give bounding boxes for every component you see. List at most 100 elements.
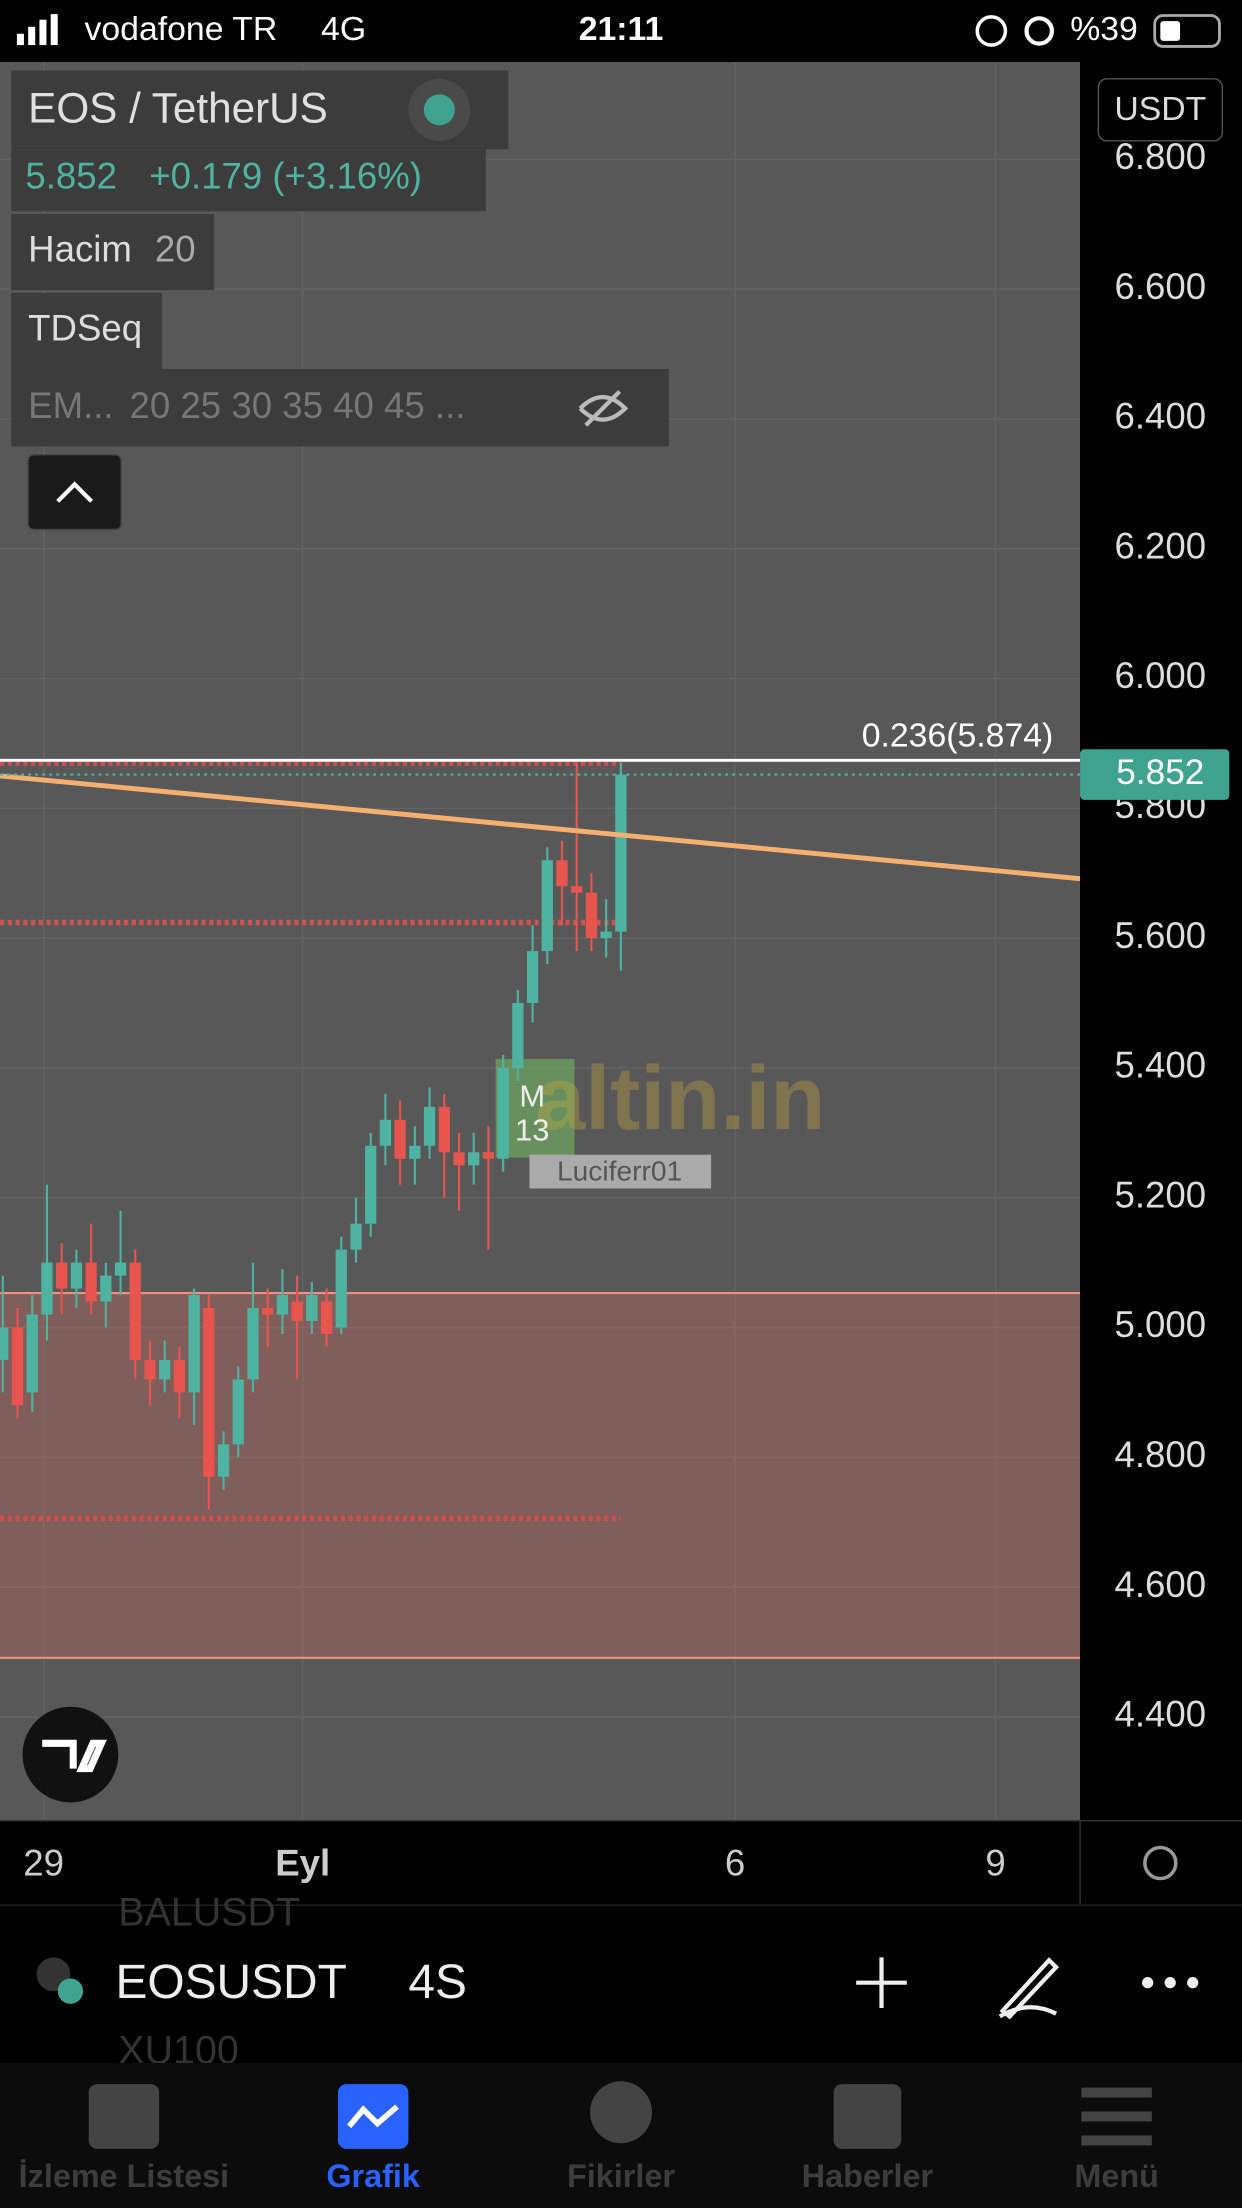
candle-body	[482, 1152, 495, 1159]
last-price-label: 5.852	[1116, 753, 1204, 792]
candle-body	[100, 1275, 112, 1302]
toolbar-symbol[interactable]: EOSUSDT	[115, 1956, 346, 2009]
candle-body	[438, 1106, 450, 1153]
y-tick-label: 4.400	[1115, 1694, 1207, 1735]
candle-body	[379, 1119, 392, 1146]
x-tick-label: 6	[725, 1842, 745, 1883]
draw-button[interactable]	[998, 1957, 1060, 2020]
x-tick-label: 9	[985, 1842, 1005, 1883]
y-tick-label: 5.200	[1115, 1174, 1207, 1215]
collapse-button[interactable]	[27, 454, 122, 531]
candle-body	[556, 860, 568, 887]
tab-label[interactable]: Fikirler	[567, 2158, 675, 2194]
tab-label[interactable]: Menü	[1074, 2158, 1159, 2194]
tab-label[interactable]: Grafik	[326, 2158, 421, 2194]
y-tick-label: 4.800	[1115, 1434, 1207, 1475]
ema-params: 20 25 30 35 40 45 ...	[130, 385, 466, 426]
chart-background	[0, 61, 1081, 1821]
candle-body	[306, 1295, 318, 1322]
y-tick-label: 5.000	[1115, 1304, 1207, 1345]
watermark-line: M	[519, 1079, 545, 1114]
candle-body	[203, 1308, 215, 1477]
candle-body	[247, 1308, 259, 1380]
candle-body	[541, 860, 553, 952]
y-tick-label: 6.800	[1115, 136, 1207, 177]
candle-body	[85, 1262, 97, 1302]
symbol-title: EOS / TetherUS	[28, 84, 328, 131]
candle-body	[600, 931, 612, 939]
candle-body	[453, 1152, 465, 1166]
candle-body	[615, 774, 627, 932]
candle-body	[497, 1067, 509, 1159]
zone	[0, 1293, 1081, 1658]
candle-body	[320, 1301, 333, 1335]
candle-body	[350, 1223, 362, 1250]
candle-body	[526, 951, 539, 1004]
network: 4G	[321, 10, 366, 48]
user-tag-bg	[529, 1154, 712, 1189]
carrier: vodafone TR	[84, 10, 277, 48]
watermark-site: altin.in	[535, 1048, 825, 1149]
candle-body	[585, 892, 598, 939]
last-price-tag	[1080, 749, 1230, 800]
price-axis	[1080, 61, 1242, 1821]
trendline	[0, 773, 1081, 882]
toolbar-interval[interactable]: 4S	[408, 1956, 467, 2009]
x-tick-label: 29	[23, 1842, 64, 1883]
watermark-badge	[495, 1058, 575, 1158]
candle-body	[188, 1295, 200, 1393]
battery-level: %39	[1070, 10, 1138, 48]
more-button[interactable]	[1142, 1977, 1199, 1989]
candle-body	[468, 1152, 480, 1166]
candle-body	[144, 1359, 156, 1380]
y-tick-label: 6.000	[1115, 655, 1207, 696]
candle-body	[571, 886, 583, 893]
y-tick-label: 5.600	[1115, 915, 1207, 956]
candle-body	[335, 1249, 347, 1328]
candle-body	[217, 1444, 230, 1477]
candle-body	[512, 1003, 524, 1068]
candle-body	[232, 1379, 244, 1445]
volume-length: 20	[155, 229, 196, 270]
candle-body	[114, 1262, 127, 1276]
candle-body	[11, 1327, 24, 1406]
candle-body	[26, 1314, 38, 1393]
candle-body	[129, 1262, 141, 1360]
y-tick-label: 6.600	[1115, 266, 1207, 307]
candle-body	[262, 1308, 274, 1315]
fib-label: 0.236(5.874)	[862, 717, 1054, 755]
candle-body	[41, 1262, 53, 1315]
clock: 21:11	[579, 10, 664, 48]
indicator-label: TDSeq	[28, 308, 142, 349]
ema-label: EM...	[28, 385, 113, 426]
candle-body	[394, 1119, 406, 1159]
candle-body	[173, 1359, 186, 1393]
y-tick-label: 6.200	[1115, 525, 1207, 566]
y-tick-label: 4.600	[1115, 1564, 1207, 1605]
volume-label: Hacim	[28, 229, 132, 270]
y-tick-label: 6.400	[1115, 396, 1207, 437]
logo-mark	[42, 1739, 107, 1773]
behind-symbol: BALUSDT	[118, 1891, 300, 1935]
currency-button[interactable]	[1097, 78, 1223, 142]
add-button[interactable]	[856, 1957, 907, 2009]
user-tag: Luciferr01	[557, 1155, 682, 1186]
candle-body	[423, 1106, 436, 1146]
candle-body	[365, 1145, 377, 1224]
candle-body	[0, 1327, 9, 1360]
candle-body	[56, 1262, 68, 1289]
candle-body	[409, 1145, 421, 1159]
y-tick-label: 5.400	[1115, 1045, 1207, 1086]
hide-icon[interactable]	[578, 389, 629, 427]
candle-body	[159, 1359, 171, 1380]
tab-label[interactable]: İzleme Listesi	[19, 2158, 230, 2194]
watermark-line: 13	[515, 1112, 549, 1147]
settings-icon[interactable]	[1143, 1845, 1178, 1881]
tab-label[interactable]: Haberler	[802, 2158, 934, 2194]
x-tick-label: Eyl	[275, 1842, 330, 1883]
candle-body	[276, 1295, 289, 1315]
